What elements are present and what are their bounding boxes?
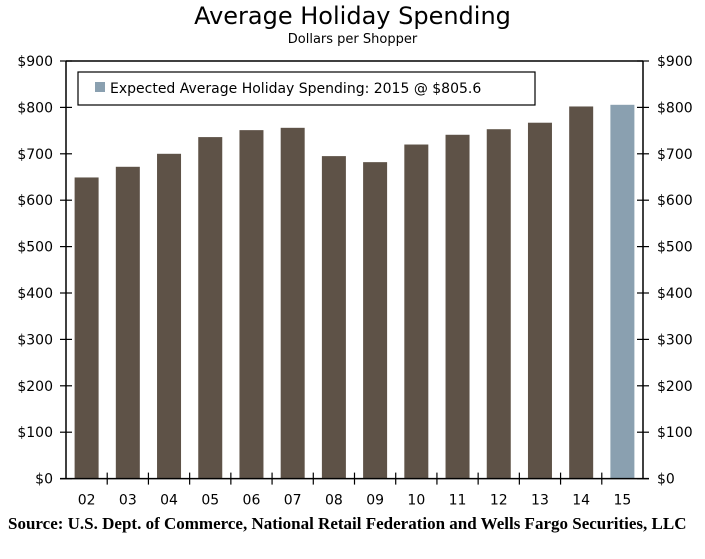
x-tick-label: 08 bbox=[325, 493, 343, 509]
y-tick-label-left: $600 bbox=[17, 193, 53, 209]
y-tick-label-right: $100 bbox=[657, 425, 693, 441]
y-tick-label-right: $0 bbox=[657, 472, 675, 488]
y-tick-label-right: $800 bbox=[657, 100, 693, 116]
x-tick-label: 05 bbox=[201, 493, 219, 509]
bar-15 bbox=[610, 104, 635, 479]
y-tick-label-left: $100 bbox=[17, 425, 53, 441]
chart-title: Average Holiday Spending bbox=[194, 2, 511, 30]
y-tick-label-right: $200 bbox=[657, 379, 693, 395]
x-tick-label: 02 bbox=[78, 493, 96, 509]
bar-12 bbox=[486, 129, 511, 479]
y-tick-label-left: $0 bbox=[35, 472, 53, 488]
x-tick-label: 15 bbox=[613, 493, 631, 509]
y-tick-label-left: $900 bbox=[17, 54, 53, 70]
chart-subtitle: Dollars per Shopper bbox=[287, 32, 418, 47]
source-note: Source: U.S. Dept. of Commerce, National… bbox=[8, 514, 687, 533]
y-tick-label-right: $300 bbox=[657, 332, 693, 348]
y-tick-label-left: $800 bbox=[17, 100, 53, 116]
bar-06 bbox=[239, 130, 264, 479]
x-tick-label: 04 bbox=[160, 493, 178, 509]
bar-04 bbox=[157, 153, 182, 479]
bar-02 bbox=[74, 177, 99, 479]
x-tick-label: 14 bbox=[572, 493, 590, 509]
y-tick-label-left: $500 bbox=[17, 240, 53, 256]
legend-swatch bbox=[95, 82, 105, 92]
y-tick-label-right: $900 bbox=[657, 54, 693, 70]
y-tick-label-right: $700 bbox=[657, 147, 693, 163]
bar-05 bbox=[198, 137, 223, 479]
y-tick-label-left: $200 bbox=[17, 379, 53, 395]
y-tick-label-left: $300 bbox=[17, 332, 53, 348]
y-tick-label-left: $400 bbox=[17, 286, 53, 302]
x-tick-label: 13 bbox=[531, 493, 549, 509]
x-tick-label: 06 bbox=[243, 493, 261, 509]
legend-label: Expected Average Holiday Spending: 2015 … bbox=[110, 81, 481, 97]
bar-13 bbox=[527, 122, 552, 479]
x-tick-label: 03 bbox=[119, 493, 137, 509]
x-tick-label: 12 bbox=[490, 493, 508, 509]
legend-box bbox=[77, 71, 536, 106]
x-tick-label: 09 bbox=[366, 493, 384, 509]
bar-14 bbox=[569, 106, 594, 479]
x-tick-label: 10 bbox=[407, 493, 425, 509]
bar-11 bbox=[445, 134, 470, 479]
bar-chart: $0 $0 $100 $100 $200 $200 $300 $300 $400 $400 $500… bbox=[17, 54, 693, 509]
bar-10 bbox=[404, 144, 429, 479]
y-tick-label-right: $600 bbox=[657, 193, 693, 209]
bar-07 bbox=[280, 127, 305, 479]
y-tick-label-right: $400 bbox=[657, 286, 693, 302]
x-tick-label: 07 bbox=[284, 493, 302, 509]
y-tick-label-right: $500 bbox=[657, 240, 693, 256]
bar-03 bbox=[115, 166, 140, 479]
bar-09 bbox=[363, 162, 388, 479]
y-tick-label-left: $700 bbox=[17, 147, 53, 163]
x-tick-label: 11 bbox=[449, 493, 467, 509]
bar-08 bbox=[321, 156, 346, 479]
